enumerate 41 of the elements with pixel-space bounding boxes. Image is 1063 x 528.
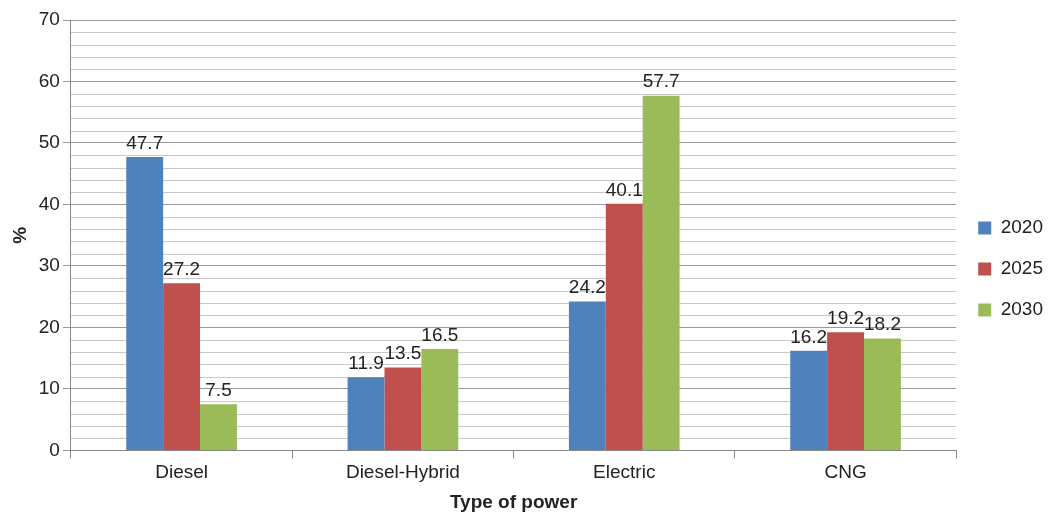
data-label: 57.7 [642,70,680,92]
bar [384,367,422,450]
x-tick-label: Electric [593,461,656,483]
legend-label: 2030 [1000,298,1044,320]
y-tick-label: 10 [38,377,60,399]
bar [605,203,643,450]
data-label: 24.2 [568,276,606,298]
data-label: 16.5 [421,323,459,345]
y-tick-label: 0 [49,438,60,460]
y-tick-label: 30 [38,254,60,276]
legend-label: 2025 [1000,257,1044,279]
data-label: 18.2 [863,313,901,335]
bar [642,95,680,450]
bar [200,404,237,450]
data-label: 16.2 [790,325,828,347]
bar [790,350,828,450]
data-label: 11.9 [348,351,384,373]
y-tick-label: 40 [38,192,60,214]
bar [568,301,606,450]
data-label: 7.5 [205,379,232,401]
x-tick-label: CNG [824,461,867,483]
bar [126,157,164,450]
x-axis-title: Type of power [449,490,578,512]
data-label: 19.2 [827,307,865,329]
data-label: 47.7 [126,131,164,153]
y-tick-label: 20 [38,315,60,337]
y-tick-label: 60 [38,69,60,91]
bar [421,348,459,450]
data-label: 40.1 [605,178,643,200]
y-tick-label: 70 [38,8,60,30]
x-tick-label: Diesel [155,461,208,483]
bar [347,377,385,450]
bar [163,283,201,450]
data-label: 13.5 [384,342,422,364]
y-axis-title: % [8,226,30,244]
x-tick-label: Diesel-Hybrid [345,461,460,483]
y-tick-label: 50 [38,131,60,153]
bar [827,332,865,450]
legend-label: 2020 [1000,216,1044,238]
bar [864,338,901,450]
data-label: 27.2 [163,257,201,279]
